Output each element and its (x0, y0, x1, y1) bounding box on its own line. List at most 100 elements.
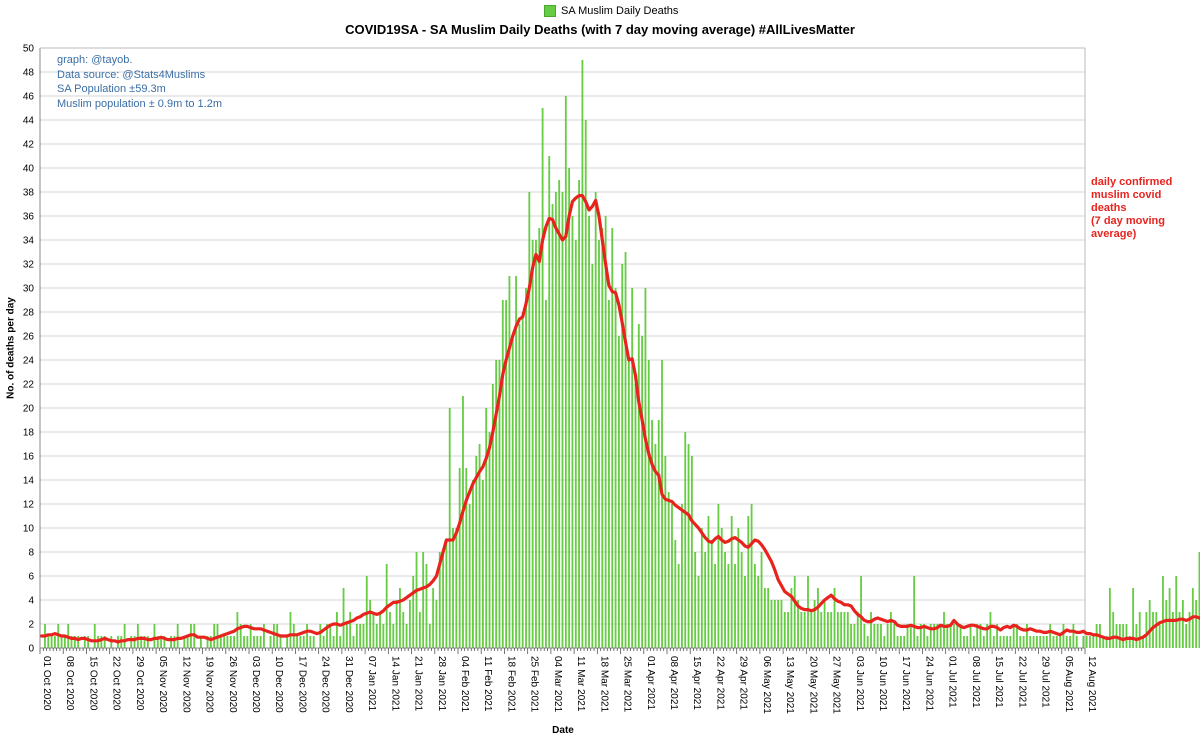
bar (372, 612, 375, 648)
bar (1029, 636, 1032, 648)
bar (800, 612, 803, 648)
legend: SA Muslim Daily Deaths (544, 5, 678, 17)
bar (963, 636, 965, 648)
bar (1188, 612, 1191, 648)
x-tick-label: 15 Apr 2021 (691, 656, 702, 710)
bar (146, 636, 149, 648)
bar (349, 612, 352, 648)
bar (949, 624, 952, 648)
x-tick-label: 17 Jun 2021 (900, 656, 911, 711)
bar (1006, 636, 1008, 648)
bar (810, 612, 813, 648)
bar (339, 636, 342, 648)
bar (408, 600, 411, 648)
bar (767, 588, 770, 648)
bar (594, 192, 597, 648)
x-tick-label: 18 Mar 2021 (598, 656, 609, 713)
y-tick-label: 38 (23, 188, 35, 199)
bar (966, 636, 969, 648)
bar (1039, 636, 1042, 648)
bar (133, 636, 136, 648)
bar (345, 624, 348, 648)
bar (697, 576, 700, 648)
x-tick-label: 03 Jun 2021 (854, 656, 865, 711)
bar (472, 480, 474, 648)
bar (359, 624, 362, 648)
bar (412, 576, 415, 648)
bar (173, 636, 176, 648)
bar (919, 624, 922, 648)
bar (1122, 624, 1125, 648)
bar (598, 240, 600, 648)
bar (535, 240, 537, 648)
y-tick-label: 26 (23, 332, 35, 343)
y-tick-label: 36 (23, 212, 35, 223)
bar (428, 624, 431, 648)
bar (140, 636, 143, 648)
bar (302, 636, 305, 648)
x-tick-label: 08 Apr 2021 (668, 656, 679, 710)
x-tick-label: 01 Jul 2021 (947, 656, 958, 708)
bar (1105, 636, 1108, 648)
bar (392, 624, 395, 648)
bar (87, 636, 90, 648)
bar (571, 216, 574, 648)
x-tick-label: 28 Jan 2021 (436, 656, 447, 711)
x-tick-label: 27 May 2021 (831, 656, 842, 714)
bar (418, 612, 421, 648)
bar (830, 612, 833, 648)
y-tick-label: 42 (23, 140, 35, 151)
y-tick-label: 12 (23, 500, 35, 511)
bar (442, 552, 444, 648)
bar (843, 612, 846, 648)
bar (1075, 636, 1078, 648)
bar (176, 624, 179, 648)
bar (445, 540, 448, 648)
bar (581, 60, 584, 648)
bar (873, 624, 876, 648)
bar (156, 636, 159, 648)
bar (286, 636, 289, 648)
bar (435, 600, 438, 648)
x-tick-label: 11 Feb 2021 (482, 656, 493, 712)
y-tick-label: 10 (23, 524, 35, 535)
bar (687, 444, 690, 648)
bar (462, 396, 464, 648)
bar (936, 624, 939, 648)
bar (50, 636, 53, 648)
bar (568, 168, 571, 648)
bar (93, 624, 96, 648)
bar (972, 636, 975, 648)
bar (846, 612, 849, 648)
bar (996, 624, 998, 648)
bar (1002, 636, 1005, 648)
bar (279, 636, 282, 648)
y-tick-label: 44 (23, 116, 35, 127)
y-tick-label: 20 (23, 404, 35, 415)
bar (1162, 576, 1164, 648)
bar (899, 636, 902, 648)
bar (153, 624, 156, 648)
y-tick-label: 40 (23, 164, 35, 175)
bar (246, 636, 249, 648)
x-tick-label: 01 Apr 2021 (645, 656, 656, 710)
bar (943, 612, 945, 648)
bar (1089, 636, 1091, 648)
note-graph-credit: graph: @tayob. (57, 54, 133, 66)
bar (724, 552, 726, 648)
bar (226, 636, 229, 648)
annotation-line-1: daily confirmed (1091, 176, 1173, 188)
bar (840, 612, 843, 648)
bar (1072, 624, 1075, 648)
bar (495, 360, 498, 648)
bar (1092, 636, 1095, 648)
bar (352, 636, 355, 648)
bar (634, 384, 637, 648)
bar (700, 528, 703, 648)
y-tick-label: 14 (23, 476, 35, 487)
bar (289, 612, 292, 648)
bar (1195, 600, 1198, 648)
bar (1045, 636, 1048, 648)
y-axis-label: No. of deaths per day (5, 297, 17, 399)
bar (621, 264, 624, 648)
